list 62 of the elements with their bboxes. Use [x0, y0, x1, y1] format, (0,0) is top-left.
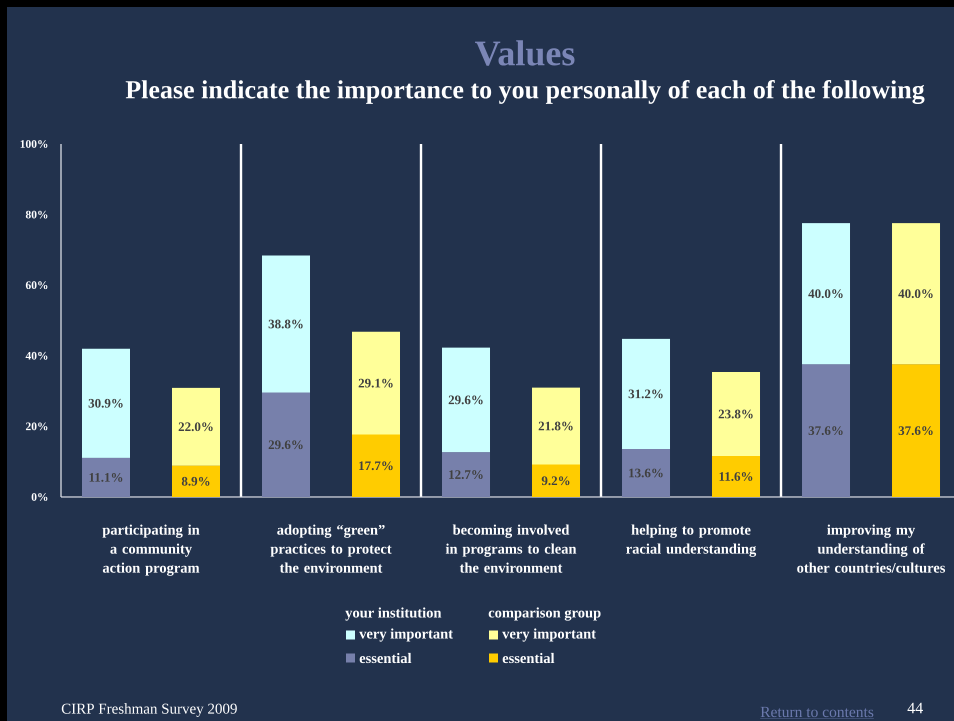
legend-label: very important: [359, 628, 453, 642]
x-tick-label: helping to promote racial understanding: [626, 524, 756, 557]
bar: [892, 364, 940, 497]
bar: [172, 388, 220, 466]
data-label: 13.6%: [629, 468, 663, 478]
x-tick-label: adopting “green” practices to protect the environment: [270, 524, 392, 573]
bar: [442, 452, 490, 497]
data-label: 9.2%: [542, 476, 570, 486]
bar: [262, 256, 310, 393]
bar: [622, 338, 670, 449]
y-tick-label: 80%: [26, 210, 48, 218]
data-label: 40.0%: [808, 289, 843, 298]
chart-title: Values: [475, 40, 574, 66]
text: comparison group: [488, 607, 601, 621]
x-tick-label: participating in a community action program: [102, 524, 200, 576]
data-label: 37.6%: [808, 426, 843, 436]
bar: [622, 448, 670, 497]
y-tick-label: 0%: [32, 493, 48, 501]
data-label: 12.7%: [449, 470, 483, 480]
y-tick-label: 100%: [20, 140, 48, 148]
y-tick-label: 20%: [26, 422, 48, 430]
bar: [532, 388, 580, 465]
bar: [262, 392, 310, 497]
text: Return to contents: [760, 706, 874, 718]
bar: [352, 332, 400, 435]
chart-subtitle: Please indicate the importance to you personally of each of the following: [126, 80, 924, 104]
y-tick-label: 40%: [26, 352, 48, 360]
legend-label: essential: [502, 652, 554, 664]
data-label: 22.0%: [178, 422, 213, 432]
data-label: 37.6%: [898, 426, 933, 436]
bar: [802, 364, 850, 497]
bar: [82, 348, 130, 458]
data-label: 11.6%: [720, 472, 752, 481]
data-label: 17.7%: [359, 461, 393, 470]
legend-label: essential: [360, 652, 412, 664]
legend-label: very important: [502, 628, 596, 642]
bar: [712, 372, 760, 456]
data-label: 38.8%: [268, 320, 303, 328]
bar: [712, 456, 760, 497]
data-label: 21.8%: [538, 422, 573, 430]
data-label: 29.6%: [268, 440, 303, 450]
bar: [532, 464, 580, 497]
text: your institution: [345, 607, 442, 621]
data-label: 40.0%: [898, 289, 933, 298]
bar: [802, 223, 850, 364]
bar: [892, 223, 940, 364]
x-tick-label: becoming involved in programs to clean the environment: [446, 524, 576, 573]
data-label: 29.6%: [448, 396, 483, 404]
x-tick-label: improving my understanding of other countries/cultures: [797, 524, 946, 573]
bar: [352, 434, 400, 497]
bar: [442, 348, 490, 452]
text: 44: [908, 702, 923, 714]
data-label: 8.9%: [182, 476, 210, 486]
y-tick-label: 60%: [26, 281, 48, 290]
data-label: 29.1%: [358, 378, 393, 388]
text: CIRP Freshman Survey 2009: [62, 703, 237, 717]
data-label: 30.9%: [88, 398, 123, 408]
bar: [82, 458, 130, 497]
data-label: 23.8%: [718, 410, 753, 418]
data-label: 31.2%: [628, 390, 663, 398]
data-label: 11.1%: [90, 472, 122, 482]
bar: [172, 466, 220, 497]
